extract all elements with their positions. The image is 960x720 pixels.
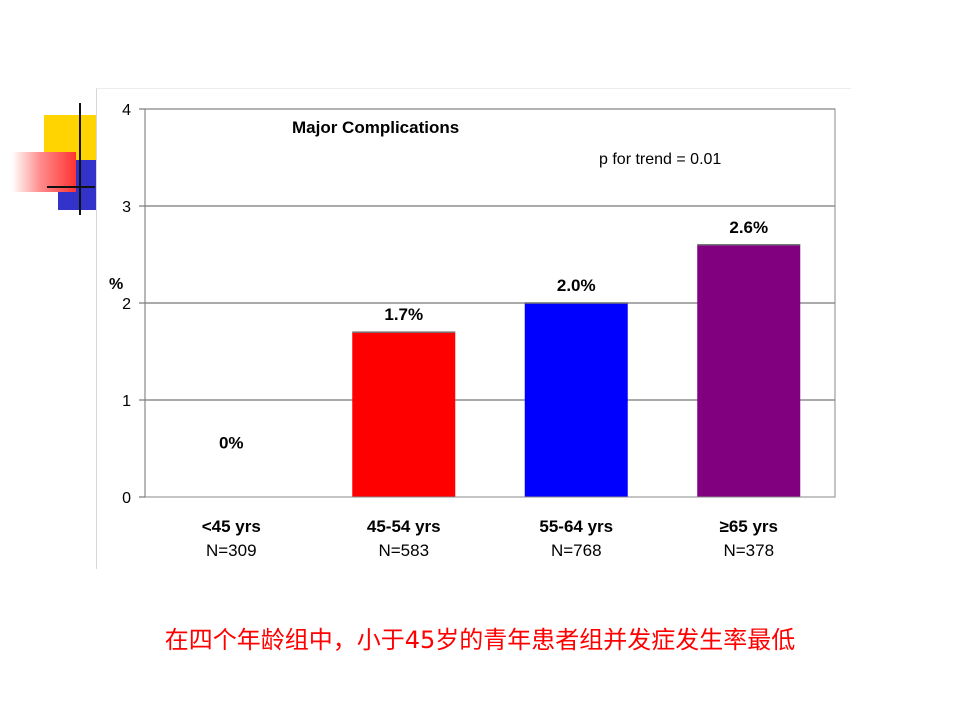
data-label: 2.0% [557, 276, 596, 295]
category-label: <45 yrs [202, 517, 261, 536]
decor-red-gradient [12, 152, 76, 192]
sample-size-label: N=309 [206, 541, 257, 560]
decor-vertical-line [79, 103, 81, 215]
bar-chart: 0 1 2 3 4 0% <45 yrs N=309 1.7% 45-54 yrs N=583 2.… [109, 102, 836, 560]
y-tick-label: 4 [122, 102, 131, 119]
bars [352, 244, 801, 497]
bar [524, 303, 628, 497]
bar [352, 332, 456, 497]
category-label: ≥65 yrs [720, 517, 779, 536]
category-label: 55-64 yrs [539, 517, 613, 536]
sample-size-label: N=583 [378, 541, 429, 560]
y-tick-label: 0 [122, 490, 131, 507]
category-label: 45-54 yrs [367, 517, 441, 536]
y-tick-label: 3 [122, 199, 131, 216]
sample-size-label: N=768 [551, 541, 602, 560]
y-ticks: 0 1 2 3 4 [122, 102, 145, 507]
data-label: 2.6% [729, 218, 768, 237]
y-axis-label: % [109, 276, 123, 293]
y-tick-label: 2 [122, 296, 131, 313]
sample-size-label: N=378 [723, 541, 774, 560]
p-trend-annotation: p for trend = 0.01 [599, 151, 721, 168]
bar [697, 244, 801, 497]
chart-title: Major Complications [292, 118, 459, 137]
caption: 在四个年龄组中，小于45岁的青年患者组并发症发生率最低 [164, 626, 796, 654]
labels: 0% <45 yrs N=309 1.7% 45-54 yrs N=583 2.0% 55-6… [202, 218, 778, 560]
chart-panel: 0 1 2 3 4 0% <45 yrs N=309 1.7% 45-54 yrs N=583 2.… [96, 88, 851, 569]
y-tick-label: 1 [122, 393, 131, 410]
data-label: 0% [219, 434, 244, 453]
data-label: 1.7% [384, 305, 423, 324]
decor-horizontal-line [47, 186, 95, 188]
